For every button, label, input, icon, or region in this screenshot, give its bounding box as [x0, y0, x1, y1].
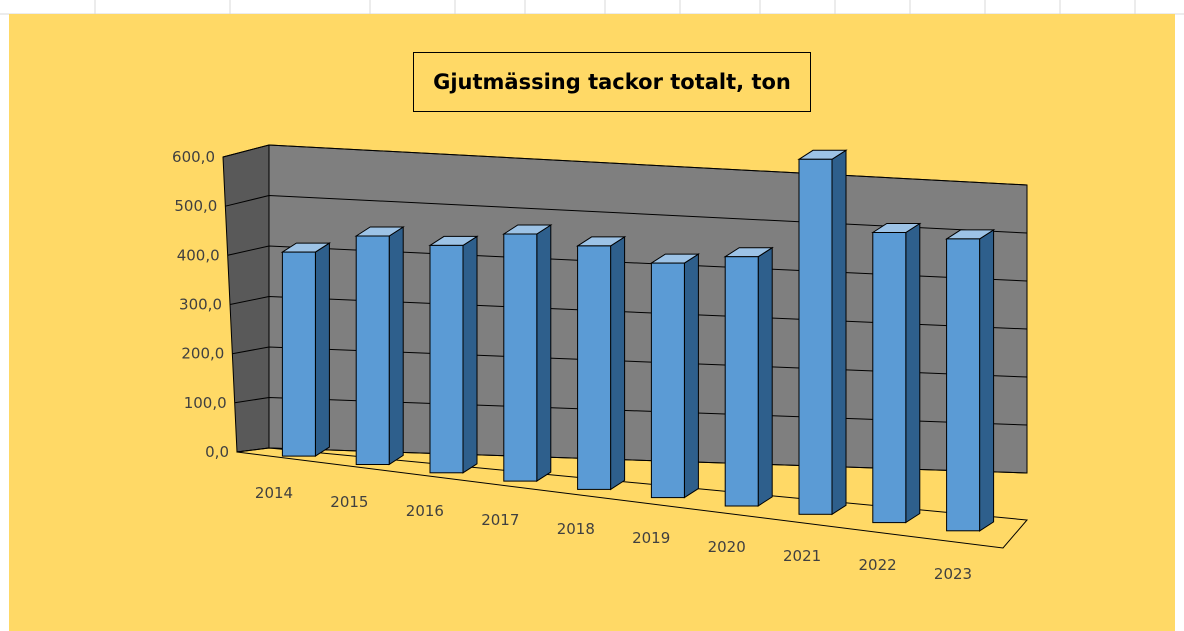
bar-2022: [871, 222, 922, 524]
x-tick-label: 2022: [859, 556, 897, 574]
bar-front: [429, 244, 464, 474]
bar-front: [577, 245, 612, 490]
x-tick-label: 2018: [557, 520, 595, 538]
gridline: [222, 144, 1028, 186]
bar-side: [831, 149, 847, 516]
bar-side: [462, 235, 478, 474]
bar-front: [724, 256, 759, 507]
bar-front: [650, 262, 685, 499]
bar-side: [314, 242, 330, 458]
gridline: [234, 396, 1028, 426]
gridline: [232, 346, 1028, 378]
bar-2016: [428, 235, 479, 474]
bar-front: [872, 232, 907, 524]
bar-2019: [649, 253, 701, 499]
x-tick-label: 2014: [255, 484, 293, 502]
y-tick-label: 0,0: [205, 443, 229, 461]
x-tick-label: 2016: [406, 502, 444, 520]
bar-side: [388, 226, 404, 466]
y-tick-label: 600,0: [172, 148, 215, 166]
gridline: [229, 295, 1028, 330]
x-tick-label: 2023: [934, 565, 972, 583]
x-tick-label: 2017: [481, 511, 519, 529]
gridline: [236, 447, 1028, 474]
bar-side: [757, 246, 773, 507]
bar-side: [979, 228, 995, 532]
bar-side: [536, 224, 552, 483]
x-tick-label: 2020: [708, 538, 746, 556]
bar-front: [355, 235, 390, 465]
bar-2015: [354, 226, 405, 466]
y-tick-label: 100,0: [184, 394, 227, 412]
bar-front: [281, 251, 316, 457]
gridline: [225, 194, 1028, 234]
bar-front: [798, 158, 833, 515]
chart-title: Gjutmässing tackor totalt, ton: [433, 70, 791, 94]
x-tick-label: 2019: [632, 529, 670, 547]
bar-2018: [575, 235, 627, 491]
y-tick-label: 400,0: [177, 246, 220, 264]
y-tick-label: 300,0: [179, 296, 222, 314]
gridline: [227, 245, 1028, 282]
bar-2023: [944, 228, 996, 532]
x-tick-label: 2021: [783, 547, 821, 565]
bar-side: [683, 253, 699, 499]
chart-title-box[interactable]: Gjutmässing tackor totalt, ton: [413, 52, 811, 112]
x-tick-label: 2015: [330, 493, 368, 511]
bar-2017: [502, 224, 553, 483]
y-tick-label: 500,0: [174, 197, 217, 215]
bar-side: [905, 222, 921, 524]
chart-plot: 0,0 100,0 200,0 300,0 400,0 500,0 600,0 2014 201…: [172, 144, 1029, 583]
y-tick-label: 200,0: [181, 345, 224, 363]
bar-2020: [723, 246, 774, 507]
side-wall: [222, 144, 270, 453]
bar-front: [503, 233, 538, 482]
bar-front: [946, 238, 981, 532]
bar-2014: [280, 242, 332, 458]
bar-2021: [797, 149, 848, 516]
chart-area[interactable]: 0,0 100,0 200,0 300,0 400,0 500,0 600,0 2014 201…: [9, 14, 1175, 631]
bar-side: [610, 235, 626, 491]
